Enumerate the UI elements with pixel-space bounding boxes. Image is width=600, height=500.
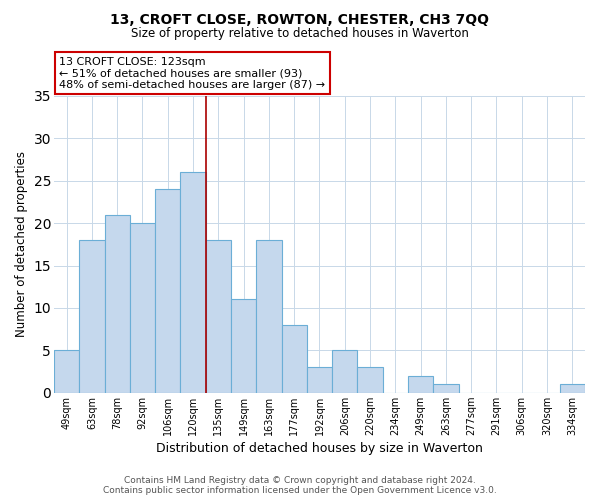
Bar [358,368,383,393]
Bar [231,300,256,393]
Bar [307,368,332,393]
Text: 13 CROFT CLOSE: 123sqm
← 51% of detached houses are smaller (93)
48% of semi-det: 13 CROFT CLOSE: 123sqm ← 51% of detached… [59,57,325,90]
Bar [408,376,433,393]
Bar [281,325,307,393]
Text: 13, CROFT CLOSE, ROWTON, CHESTER, CH3 7QQ: 13, CROFT CLOSE, ROWTON, CHESTER, CH3 7Q… [110,12,490,26]
Bar [54,350,79,393]
Bar [181,172,206,393]
Bar [433,384,458,393]
Bar [130,223,155,393]
Text: Contains HM Land Registry data © Crown copyright and database right 2024.
Contai: Contains HM Land Registry data © Crown c… [103,476,497,495]
X-axis label: Distribution of detached houses by size in Waverton: Distribution of detached houses by size … [156,442,483,455]
Bar [104,214,130,393]
Bar [256,240,281,393]
Y-axis label: Number of detached properties: Number of detached properties [15,152,28,338]
Bar [155,189,181,393]
Text: Size of property relative to detached houses in Waverton: Size of property relative to detached ho… [131,28,469,40]
Bar [332,350,358,393]
Bar [560,384,585,393]
Bar [206,240,231,393]
Bar [79,240,104,393]
